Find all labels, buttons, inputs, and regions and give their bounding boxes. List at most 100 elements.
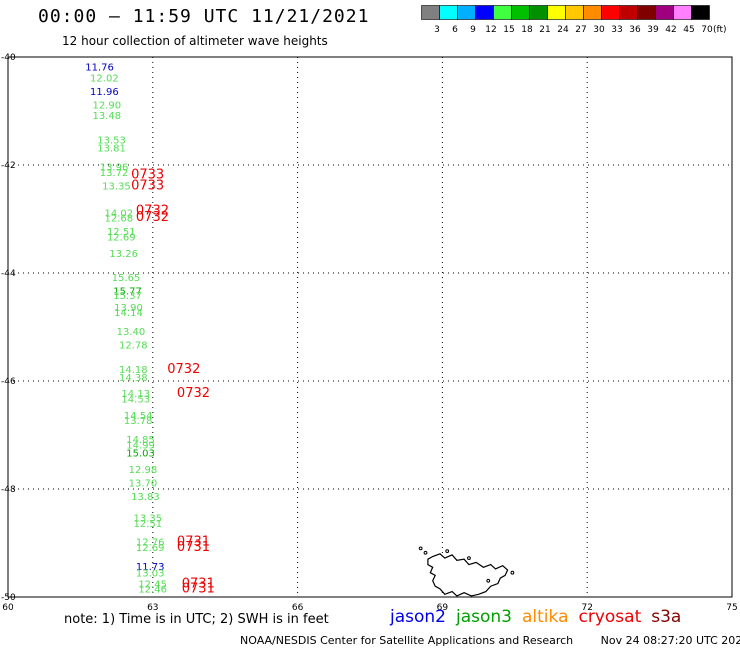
note-text: note: 1) Time is in UTC; 2) SWH is in fe… bbox=[64, 612, 329, 627]
wave-height-label: 15.65 bbox=[112, 273, 141, 284]
cryosat-time-label: 0731 bbox=[177, 535, 210, 550]
color-scale-label: 15 bbox=[503, 25, 514, 35]
lon-tick-label: 75 bbox=[726, 603, 737, 610]
islet bbox=[486, 578, 491, 583]
wave-height-label: 14.02 bbox=[105, 208, 134, 219]
altimeter-map: 60 63 66 69 72 75 -40 -42 -44 -46 -48 -50 11.7612.02… bbox=[1, 53, 738, 610]
wave-height-label: 13.40 bbox=[117, 327, 146, 338]
islet bbox=[467, 556, 471, 561]
wave-height-label: 15.03 bbox=[126, 449, 155, 460]
color-scale-label: 9 bbox=[470, 25, 476, 35]
color-scale-label: 18 bbox=[521, 25, 533, 35]
wave-height-label: 13.35 bbox=[133, 513, 162, 524]
color-scale-label: 27 bbox=[575, 25, 586, 35]
color-scale-bar: 3 6 9 12 15 18 21 24 27 30 33 36 39 42 45 70 (ft) bbox=[421, 5, 727, 35]
wave-height-label: 11.96 bbox=[90, 87, 119, 98]
cryosat-time-label: 0731 bbox=[182, 582, 215, 597]
color-swatch bbox=[691, 5, 710, 20]
lon-tick-label: 60 bbox=[2, 603, 14, 610]
color-scale-label: 12 bbox=[485, 25, 496, 35]
lat-tick-label: -50 bbox=[1, 593, 16, 603]
color-scale-label: 24 bbox=[557, 25, 569, 35]
wave-height-label: 11.73 bbox=[136, 562, 165, 573]
wave-height-label: 12.98 bbox=[129, 465, 158, 476]
cryosat-time-label: 0732 bbox=[167, 362, 200, 377]
satellite-legend: jason2 jason3 altika cryosat s3a bbox=[390, 607, 691, 627]
color-scale-label: 70 bbox=[701, 25, 713, 35]
wave-height-label: 14.99 bbox=[126, 441, 155, 452]
wave-height-label: 12.46 bbox=[138, 585, 167, 596]
lon-tick-label: 72 bbox=[581, 603, 592, 610]
wave-height-label: 13.48 bbox=[92, 111, 121, 122]
wave-height-label: 13.78 bbox=[124, 416, 153, 427]
wave-height-label: 11.76 bbox=[85, 63, 114, 74]
lat-tick-label: -40 bbox=[1, 53, 16, 63]
map-title: 00:00 – 11:59 UTC 11/21/2021 bbox=[38, 6, 370, 27]
wave-height-label: 14.18 bbox=[119, 365, 148, 376]
color-scale-label: 21 bbox=[539, 25, 550, 35]
legend-item-altika: altika bbox=[522, 607, 569, 627]
color-scale-label: 36 bbox=[629, 25, 641, 35]
wave-height-label: 12.68 bbox=[105, 214, 134, 225]
wave-height-label: 13.70 bbox=[129, 478, 158, 489]
wave-height-label: 13.72 bbox=[100, 168, 129, 179]
wave-height-label: 13.35 bbox=[102, 181, 131, 192]
wave-height-label: 13.96 bbox=[100, 162, 129, 173]
lat-tick-label: -48 bbox=[1, 485, 16, 495]
islet bbox=[418, 546, 423, 551]
color-scale-unit: (ft) bbox=[713, 25, 727, 35]
color-scale-label: 3 bbox=[434, 25, 440, 35]
wave-height-label: 12.51 bbox=[107, 227, 136, 238]
islet bbox=[445, 549, 450, 553]
wave-height-label: 14.85 bbox=[126, 435, 155, 446]
lon-tick-label: 69 bbox=[437, 603, 449, 610]
lat-tick-label: -44 bbox=[1, 269, 16, 279]
wave-height-label: 14.54 bbox=[124, 411, 153, 422]
map-frame bbox=[7, 56, 733, 598]
lat-tick-label: -42 bbox=[1, 161, 16, 171]
cryosat-time-label: 0733 bbox=[131, 168, 164, 183]
wave-height-label: 14.14 bbox=[114, 308, 143, 319]
cryosat-time-label: 0732 bbox=[136, 204, 169, 219]
footer-timestamp: Nov 24 08:27:20 UTC 2021 bbox=[600, 634, 740, 647]
map-subtitle: 12 hour collection of altimeter wave hei… bbox=[62, 34, 328, 48]
color-scale-label: 45 bbox=[683, 25, 694, 35]
island-coastline bbox=[427, 553, 509, 597]
wave-height-label: 14.13 bbox=[121, 389, 150, 400]
wave-height-label: 12.78 bbox=[119, 341, 148, 352]
lon-tick-label: 66 bbox=[292, 603, 304, 610]
legend-item-s3a: s3a bbox=[651, 607, 682, 627]
footer: NOAA/NESDIS Center for Satellite Applica… bbox=[240, 634, 740, 647]
wave-height-label: 12.02 bbox=[90, 73, 119, 84]
legend-item-cryosat: cryosat bbox=[578, 607, 642, 627]
wave-height-label: 13.53 bbox=[97, 135, 126, 146]
wave-height-label: 12.69 bbox=[136, 543, 165, 554]
wave-height-label: 13.26 bbox=[109, 249, 138, 260]
legend-item-jason2: jason2 bbox=[390, 607, 446, 627]
color-scale-label: 30 bbox=[593, 25, 605, 35]
color-scale-label: 39 bbox=[647, 25, 659, 35]
wave-height-label: 14.53 bbox=[121, 395, 150, 406]
wave-height-label: 15.37 bbox=[113, 291, 142, 302]
wave-height-label: 12.45 bbox=[138, 579, 167, 590]
wave-height-label: 14.38 bbox=[119, 373, 148, 384]
wave-height-label: 13.83 bbox=[131, 492, 160, 503]
lat-tick-label: -46 bbox=[1, 377, 16, 387]
footer-credit: NOAA/NESDIS Center for Satellite Applica… bbox=[240, 634, 574, 647]
wave-height-label: 13.90 bbox=[114, 303, 143, 314]
wave-height-label: 12.51 bbox=[133, 519, 162, 530]
wave-height-label: 12.76 bbox=[136, 538, 165, 549]
wave-height-label: 13.03 bbox=[136, 568, 165, 579]
wave-height-label: 12.90 bbox=[92, 100, 121, 111]
color-scale-label: 33 bbox=[611, 25, 622, 35]
wave-height-label: 13.81 bbox=[97, 144, 126, 155]
cryosat-time-label: 0733 bbox=[131, 178, 164, 193]
cryosat-time-label: 0732 bbox=[136, 210, 169, 225]
islet bbox=[510, 570, 515, 575]
color-scale-label: 6 bbox=[452, 25, 458, 35]
cryosat-time-label: 0731 bbox=[177, 540, 210, 555]
lon-tick-label: 63 bbox=[147, 603, 158, 610]
islet bbox=[423, 550, 428, 555]
cryosat-time-label: 0731 bbox=[182, 576, 215, 591]
wave-height-label: 15.77 bbox=[113, 287, 142, 298]
